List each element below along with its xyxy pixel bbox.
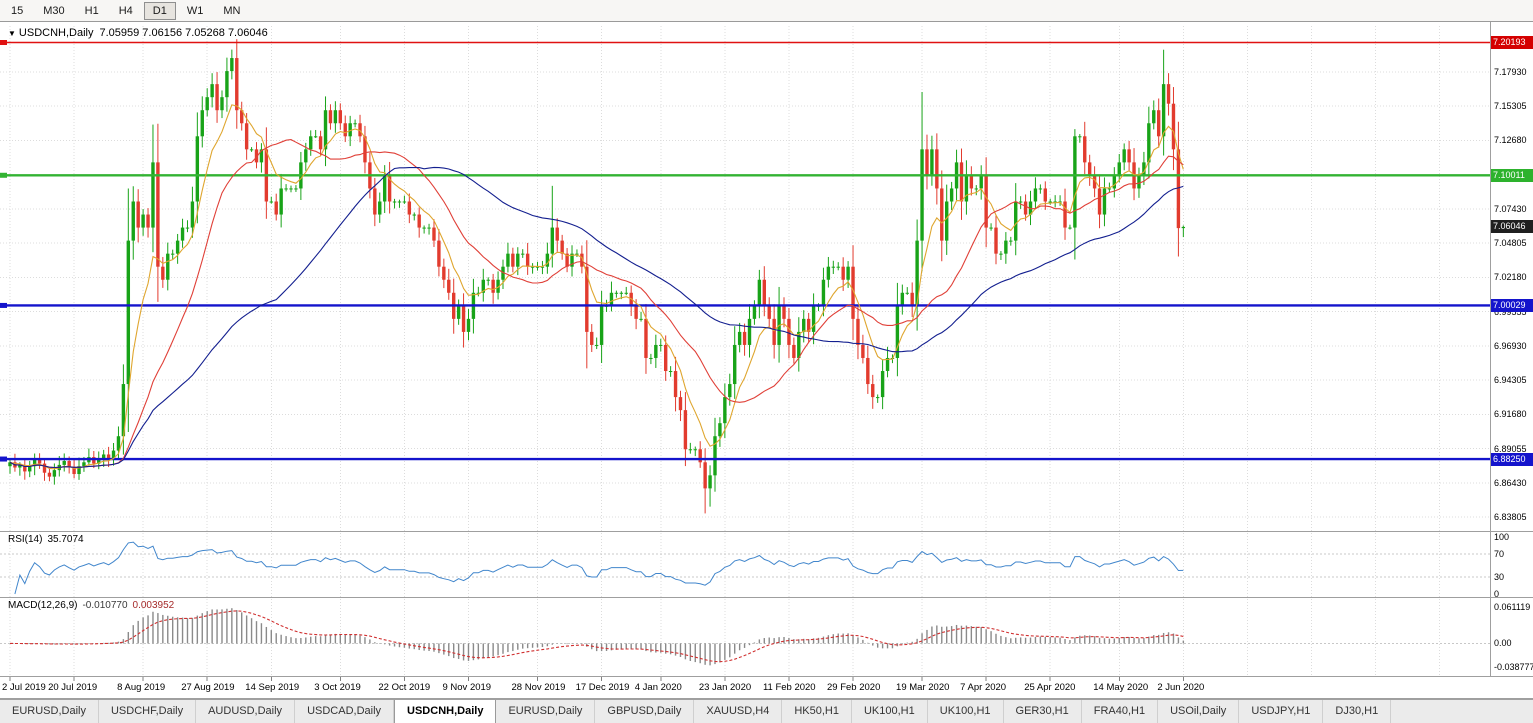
price-axis[interactable]: 7.17930 7.15305 7.12680 7.07430 7.04805 7.021… <box>1490 22 1533 677</box>
chart-tab-4-usdcnh-daily[interactable]: USDCNH,Daily <box>394 700 497 723</box>
chart-dropdown-icon[interactable]: ▼ <box>8 29 16 38</box>
macd-axis-label: -0.038777 <box>1494 661 1533 672</box>
rsi-axis-label: 0 <box>1494 589 1500 599</box>
date-label: 20 Jul 2019 <box>48 682 98 693</box>
chart-tab-8-hk50-h1[interactable]: HK50,H1 <box>782 700 852 723</box>
date-label: 14 Sep 2019 <box>245 682 300 693</box>
chart-tab-11-ger30-h1[interactable]: GER30,H1 <box>1004 700 1082 723</box>
chart-tab-14-usdjpy-h1[interactable]: USDJPY,H1 <box>1239 700 1324 723</box>
price-tick-label: 7.07430 <box>1494 203 1527 214</box>
date-label: 19 Mar 2020 <box>896 682 950 693</box>
chart-tab-1-usdchf-daily[interactable]: USDCHF,Daily <box>99 700 197 723</box>
date-label: 8 Aug 2019 <box>117 682 166 693</box>
macd-signal-value: 0.003952 <box>132 600 175 611</box>
chart-tab-6-gbpusd-daily[interactable]: GBPUSD,Daily <box>595 700 695 723</box>
date-label: 25 Apr 2020 <box>1024 682 1076 693</box>
date-label: 2 Jul 2019 <box>2 682 46 693</box>
price-tick-label: 7.02180 <box>1494 272 1527 283</box>
date-label: 3 Oct 2019 <box>314 682 361 693</box>
date-label: 4 Jan 2020 <box>634 682 682 693</box>
chart-tab-3-usdcad-daily[interactable]: USDCAD,Daily <box>295 700 395 723</box>
chart-tab-2-audusd-daily[interactable]: AUDUSD,Daily <box>196 700 296 723</box>
timeframe-button-h4[interactable]: H4 <box>118 4 133 17</box>
chart-tab-0-eurusd-daily[interactable]: EURUSD,Daily <box>0 700 99 723</box>
price-tick-label: 6.83805 <box>1494 512 1527 522</box>
price-tick-label: 7.12680 <box>1494 135 1527 146</box>
macd-main-value: -0.010770 <box>82 600 128 611</box>
timeframe-button-d1[interactable]: D1 <box>143 1 176 20</box>
macd-axis-label: 0.00 <box>1494 638 1512 649</box>
rsi-axis-label: 70 <box>1494 549 1505 560</box>
chart-tab-15-dj30-h1[interactable]: DJ30,H1 <box>1323 700 1392 723</box>
price-level-badge: 7.10011 <box>1491 168 1533 182</box>
price-tick-label: 6.91680 <box>1494 409 1527 420</box>
rsi-header: RSI(14) 35.7074 <box>8 534 84 545</box>
date-label: 9 Nov 2019 <box>442 682 492 693</box>
date-label: 29 Feb 2020 <box>827 682 881 693</box>
rsi-value: 35.7074 <box>47 534 84 545</box>
chart-tab-bar: EURUSD,Daily USDCHF,Daily AUDUSD,Daily USDC… <box>0 699 1533 723</box>
chart-tab-5-eurusd-daily[interactable]: EURUSD,Daily <box>496 700 596 723</box>
date-label: 7 Apr 2020 <box>960 682 1007 693</box>
date-label: 28 Nov 2019 <box>511 682 566 693</box>
timeframe-button-15[interactable]: 15 <box>11 4 24 17</box>
chart-tab-7-xauusd-h4[interactable]: XAUUSD,H4 <box>694 700 783 723</box>
price-tick-label: 6.89055 <box>1494 443 1527 454</box>
macd-header: MACD(12,26,9) -0.010770 0.003952 <box>8 600 174 611</box>
date-label: 22 Oct 2019 <box>378 682 431 693</box>
time-axis[interactable]: 2 Jul 2019 20 Jul 2019 8 Aug 2019 27 Aug 20… <box>0 677 1490 698</box>
price-tick-label: 6.86430 <box>1494 477 1527 488</box>
price-level-badge: 6.88250 <box>1491 452 1533 466</box>
macd-axis-label: 0.061119 <box>1494 602 1531 613</box>
macd-label: MACD(12,26,9) <box>8 600 78 611</box>
price-tick-label: 6.94305 <box>1494 375 1527 386</box>
timeframe-button-h1[interactable]: H1 <box>84 4 99 17</box>
price-tick-label: 7.15305 <box>1494 101 1527 112</box>
price-tick-label: 7.17930 <box>1494 67 1527 77</box>
price-tick-label: 7.04805 <box>1494 238 1527 249</box>
date-label: 2 Jun 2020 <box>1157 682 1205 693</box>
current-price-badge: 7.06046 <box>1491 220 1533 234</box>
chart-symbol-period: USDCNH,Daily <box>18 27 94 39</box>
chart-tab-9-uk100-h1[interactable]: UK100,H1 <box>852 700 928 723</box>
timeframe-button-m30[interactable]: M30 <box>43 4 65 17</box>
date-label: 17 Dec 2019 <box>575 682 630 693</box>
rsi-label: RSI(14) <box>8 534 43 545</box>
price-level-badge: 7.20193 <box>1491 36 1533 49</box>
chart-title: ▼ USDCNH,Daily 7.05959 7.06156 7.05268 7.0… <box>8 27 268 39</box>
price-level-badge: 7.00029 <box>1491 298 1533 312</box>
chart-ohlc-values: 7.05959 7.06156 7.05268 7.06046 <box>99 27 268 39</box>
date-label: 14 May 2020 <box>1093 682 1149 693</box>
chart-tab-12-fra40-h1[interactable]: FRA40,H1 <box>1082 700 1159 723</box>
date-label: 23 Jan 2020 <box>698 682 752 693</box>
timeframe-button-mn[interactable]: MN <box>223 4 241 17</box>
timeframe-toolbar: 15 M30 H1 H4 D1 W1 MN <box>0 0 1533 22</box>
rsi-axis-label: 100 <box>1494 532 1510 542</box>
chart-tab-10-uk100-h1[interactable]: UK100,H1 <box>928 700 1004 723</box>
rsi-axis-label: 30 <box>1494 571 1505 582</box>
chart-tab-13-usoil-daily[interactable]: USOil,Daily <box>1158 700 1240 723</box>
date-label: 27 Aug 2019 <box>181 682 235 693</box>
price-tick-label: 6.96930 <box>1494 340 1527 351</box>
date-label: 11 Feb 2020 <box>762 682 816 693</box>
timeframe-button-w1[interactable]: W1 <box>186 4 204 17</box>
